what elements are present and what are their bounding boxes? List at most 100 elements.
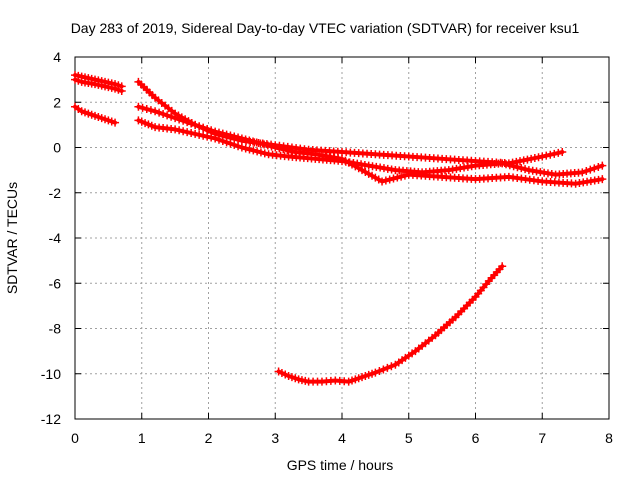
data-point: [187, 119, 196, 128]
data-point: [534, 153, 543, 162]
data-point: [498, 262, 507, 271]
data-point: [183, 128, 192, 137]
data-point: [519, 156, 528, 165]
data-point: [175, 115, 184, 124]
x-tick-label: 8: [605, 430, 613, 446]
series-arc-f: [134, 116, 607, 179]
data-point: [155, 108, 164, 117]
data-point: [375, 367, 384, 376]
data-point: [117, 86, 126, 95]
data-point: [111, 118, 120, 127]
data-point: [590, 164, 599, 173]
data-point: [191, 120, 200, 129]
data-series: [71, 71, 607, 386]
data-point: [237, 143, 246, 152]
data-point: [542, 151, 551, 160]
y-axis-label: SDTVAR / TECUs: [4, 182, 20, 294]
data-point: [521, 165, 530, 174]
data-point: [138, 103, 147, 112]
data-point: [598, 175, 607, 184]
data-point: [187, 129, 196, 138]
data-point: [558, 148, 567, 157]
data-point: [505, 161, 514, 170]
data-point: [252, 138, 261, 147]
data-point: [512, 157, 521, 166]
data-point: [400, 171, 409, 180]
data-point: [527, 154, 536, 163]
data-point: [271, 143, 280, 152]
y-tick-label: -8: [49, 321, 62, 337]
x-tick-label: 2: [205, 430, 213, 446]
data-point: [222, 138, 231, 147]
data-point: [578, 168, 587, 177]
data-point: [142, 105, 151, 114]
y-axis: 4 2 0 -2 -4 -6 -8 -10 -12: [41, 49, 609, 427]
data-point: [226, 139, 235, 148]
data-point: [256, 148, 265, 157]
y-tick-label: -2: [49, 185, 62, 201]
data-point: [283, 146, 292, 155]
data-point: [207, 133, 216, 142]
series-arc-b: [71, 75, 126, 95]
y-tick-label: 0: [53, 140, 61, 156]
data-point: [586, 165, 595, 174]
data-point: [195, 130, 204, 139]
x-tick-label: 1: [138, 430, 146, 446]
data-point: [171, 125, 180, 134]
data-point: [389, 174, 398, 183]
data-point: [517, 164, 526, 173]
y-tick-label: 2: [53, 94, 61, 110]
data-point: [171, 114, 180, 123]
x-tick-label: 0: [71, 430, 79, 446]
x-tick-label: 5: [405, 430, 413, 446]
data-point: [530, 154, 539, 163]
data-point: [203, 132, 212, 141]
y-tick-label: 4: [53, 49, 61, 65]
data-point: [498, 159, 507, 168]
data-point: [502, 160, 511, 169]
data-point: [393, 173, 402, 182]
data-point: [582, 167, 591, 176]
data-point: [245, 145, 254, 154]
data-point: [199, 131, 208, 140]
data-point: [513, 163, 522, 172]
data-point: [550, 149, 559, 158]
data-point: [234, 133, 243, 142]
data-point: [214, 128, 223, 137]
data-point: [538, 152, 547, 161]
data-point: [249, 146, 258, 155]
data-point: [203, 124, 212, 133]
series-arc-e: [134, 102, 607, 188]
x-axis: 0 1 2 3 4 5 6 7 8: [71, 57, 613, 446]
data-point: [267, 142, 276, 151]
data-point: [199, 123, 208, 132]
data-point: [222, 130, 231, 139]
data-point: [253, 147, 262, 156]
x-tick-label: 6: [472, 430, 480, 446]
data-point: [167, 112, 176, 121]
data-point: [397, 172, 406, 181]
data-point: [179, 116, 188, 125]
data-point: [183, 118, 192, 127]
data-point: [241, 135, 250, 144]
data-point: [218, 129, 227, 138]
series-arc-g: [274, 262, 507, 386]
data-point: [191, 129, 200, 138]
chart-title: Day 283 of 2019, Sidereal Day-to-day VTE…: [71, 20, 580, 36]
data-point: [237, 134, 246, 143]
x-axis-label: GPS time / hours: [287, 457, 394, 473]
data-point: [554, 148, 563, 157]
data-point: [207, 126, 216, 135]
data-point: [241, 144, 250, 153]
data-point: [218, 137, 227, 146]
data-point: [275, 144, 284, 153]
x-tick-label: 4: [338, 430, 346, 446]
y-tick-label: -4: [49, 230, 62, 246]
data-point: [249, 137, 257, 146]
data-point: [381, 176, 390, 185]
y-tick-label: -10: [41, 366, 61, 382]
data-point: [383, 363, 392, 372]
data-point: [598, 161, 607, 170]
data-point: [226, 131, 235, 140]
